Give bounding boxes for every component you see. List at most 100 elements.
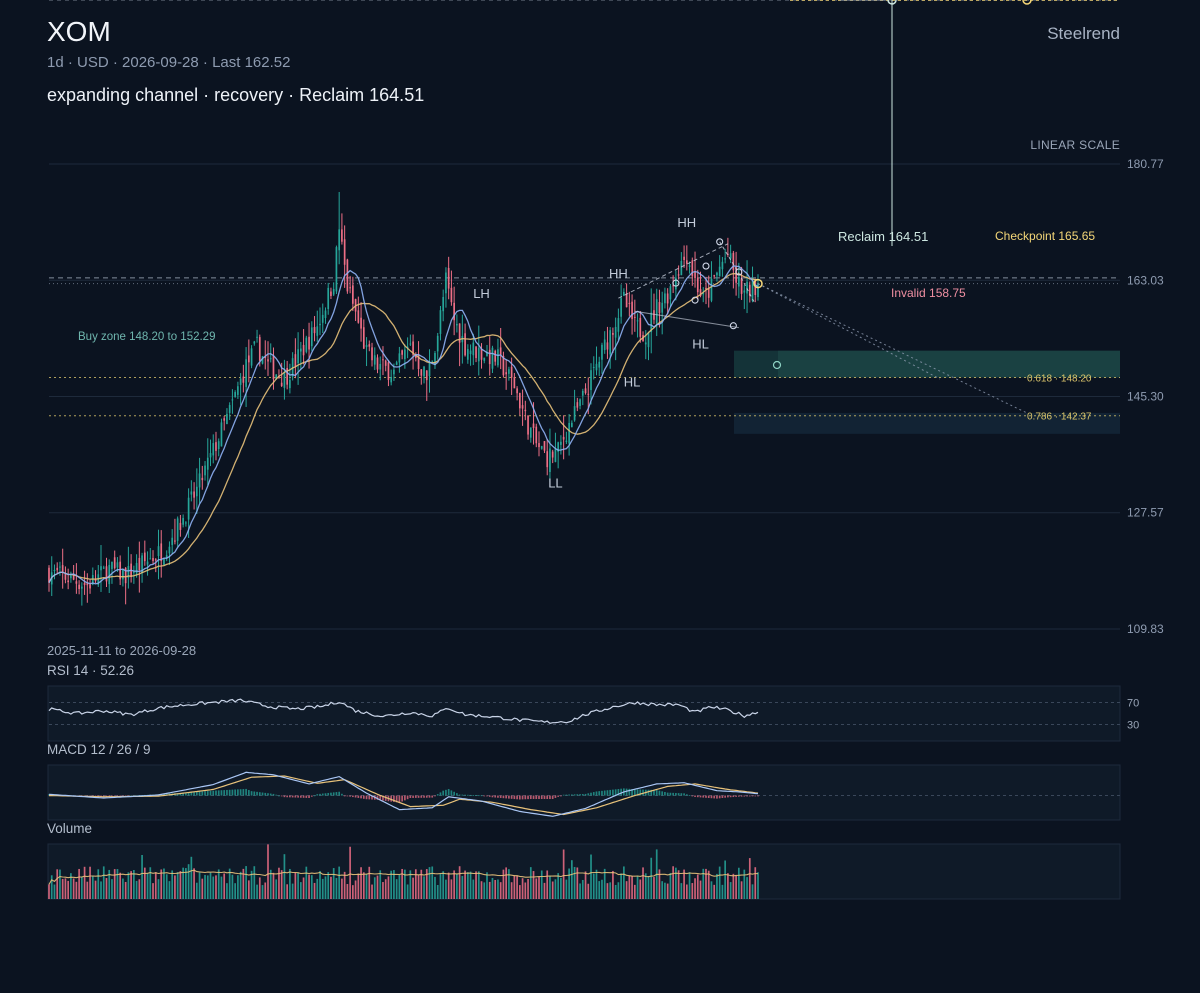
volume-bar bbox=[198, 872, 201, 899]
candle-body bbox=[724, 258, 726, 260]
macd-hist-bar bbox=[305, 795, 308, 798]
macd-hist-bar bbox=[625, 788, 628, 796]
candle-body bbox=[653, 310, 655, 320]
candle-body bbox=[639, 317, 642, 337]
volume-bar bbox=[625, 881, 628, 899]
volume-bar bbox=[420, 869, 423, 899]
volume-bar bbox=[721, 884, 724, 899]
macd-hist-bar bbox=[269, 793, 272, 796]
candle-body bbox=[373, 355, 376, 365]
volume-bar bbox=[390, 870, 393, 899]
macd-hist-bar bbox=[187, 792, 190, 796]
volume-bar bbox=[538, 876, 540, 899]
volume-bar bbox=[154, 872, 157, 899]
volume-bar bbox=[521, 878, 524, 899]
macd-hist-bar bbox=[247, 790, 250, 796]
candle-body bbox=[521, 405, 524, 409]
macd-hist-bar bbox=[319, 793, 321, 796]
candle-body bbox=[623, 291, 625, 296]
macd-hist-bar bbox=[360, 795, 362, 799]
candle-body bbox=[740, 278, 743, 294]
candle-body bbox=[321, 314, 324, 323]
volume-bar bbox=[149, 867, 152, 899]
volume-bar bbox=[217, 869, 220, 899]
candle-body bbox=[141, 555, 143, 574]
candle-body bbox=[401, 350, 403, 355]
volume-bar bbox=[560, 877, 562, 899]
macd-hist-bar bbox=[718, 795, 721, 799]
candle-body bbox=[300, 348, 302, 352]
volume-bar bbox=[603, 868, 606, 899]
volume-bar bbox=[376, 875, 379, 899]
volume-bar bbox=[171, 870, 174, 899]
macd-hist-bar bbox=[401, 795, 403, 802]
candle-body bbox=[212, 443, 215, 456]
candle-body bbox=[666, 293, 669, 304]
volume-bar bbox=[439, 873, 442, 899]
volume-bar bbox=[204, 874, 206, 899]
volume-bar bbox=[64, 878, 67, 899]
candle-body bbox=[718, 266, 721, 277]
volume-bar bbox=[540, 870, 543, 899]
candle-body bbox=[538, 443, 540, 448]
volume-bar bbox=[332, 868, 335, 899]
macd-pane-title: MACD 12 / 26 / 9 bbox=[47, 742, 151, 757]
macd-hist-bar bbox=[371, 795, 373, 800]
volume-bar bbox=[571, 860, 573, 899]
macd-hist-bar bbox=[382, 795, 384, 801]
macd-hist-bar bbox=[423, 795, 425, 798]
macd-hist-bar bbox=[480, 795, 483, 797]
macd-hist-bar bbox=[206, 791, 209, 796]
macd-hist-bar bbox=[540, 795, 543, 800]
volume-bar bbox=[694, 878, 696, 899]
pivot-marker bbox=[716, 238, 724, 246]
volume-bar bbox=[491, 877, 494, 899]
volume-bar bbox=[157, 879, 160, 899]
candle-body bbox=[272, 355, 275, 380]
macd-hist-bar bbox=[346, 795, 349, 797]
volume-bar bbox=[338, 866, 341, 899]
volume-bar bbox=[713, 884, 716, 899]
volume-bar bbox=[675, 867, 677, 899]
candle-body bbox=[316, 326, 319, 336]
macd-hist-bar bbox=[258, 792, 261, 796]
rsi-band-label: 30 bbox=[1127, 720, 1139, 732]
volume-bar bbox=[275, 879, 278, 899]
ma-slow-line bbox=[48, 272, 759, 583]
macd-hist-bar bbox=[327, 792, 330, 796]
macd-hist-bar bbox=[650, 789, 653, 796]
candle-body bbox=[376, 357, 379, 370]
candle-body bbox=[157, 546, 160, 557]
candle-body bbox=[655, 299, 658, 324]
candle-body bbox=[617, 318, 620, 332]
volume-bar bbox=[289, 868, 291, 899]
swing-label: HL bbox=[692, 336, 709, 351]
macd-hist-bar bbox=[349, 795, 351, 797]
fib-level-label: 0.786 · 142.37 bbox=[1027, 412, 1092, 423]
candle-body bbox=[625, 293, 628, 308]
volume-bar bbox=[702, 868, 705, 899]
candle-body bbox=[549, 448, 551, 472]
volume-bar bbox=[97, 869, 100, 899]
candle-body bbox=[124, 567, 127, 584]
candle-body bbox=[409, 343, 412, 345]
volume-bar bbox=[664, 882, 666, 899]
volume-bar bbox=[168, 881, 171, 899]
candle-body bbox=[100, 566, 102, 571]
macd-hist-bar bbox=[215, 790, 217, 796]
macd-hist-bar bbox=[521, 795, 524, 800]
candle-body bbox=[436, 335, 439, 352]
candle-body bbox=[592, 366, 595, 368]
volume-bar bbox=[535, 878, 538, 899]
candle-body bbox=[61, 565, 64, 573]
volume-bar bbox=[404, 869, 406, 899]
macd-hist-bar bbox=[743, 795, 746, 797]
macd-hist-bar bbox=[491, 795, 494, 798]
macd-hist-bar bbox=[694, 795, 696, 797]
macd-hist-bar bbox=[510, 795, 513, 799]
volume-bar bbox=[557, 873, 560, 899]
volume-bar bbox=[341, 878, 343, 899]
scale-mode-label[interactable]: LINEAR SCALE bbox=[1030, 138, 1120, 152]
candle-body bbox=[628, 302, 631, 304]
